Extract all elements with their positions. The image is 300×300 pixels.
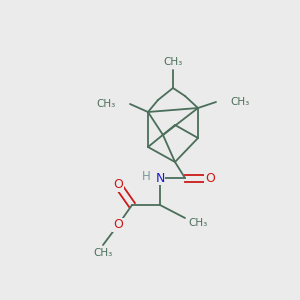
Text: N: N: [155, 172, 165, 184]
Text: CH₃: CH₃: [230, 97, 249, 107]
Text: CH₃: CH₃: [188, 218, 207, 228]
Text: O: O: [205, 172, 215, 184]
Text: CH₃: CH₃: [93, 248, 112, 258]
Text: O: O: [113, 218, 123, 232]
Text: H: H: [142, 169, 150, 182]
Text: CH₃: CH₃: [164, 57, 183, 67]
Text: CH₃: CH₃: [97, 99, 116, 109]
Text: O: O: [113, 178, 123, 191]
